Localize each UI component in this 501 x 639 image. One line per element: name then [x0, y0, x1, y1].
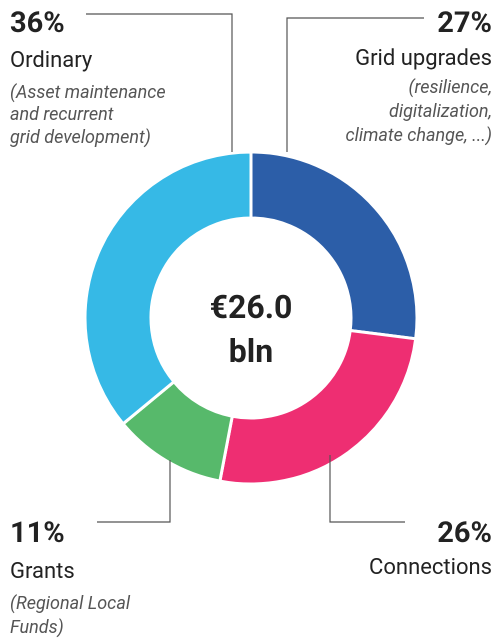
center-label: €26.0	[210, 288, 293, 326]
category-description: and recurrent	[10, 104, 114, 125]
category-description: (Regional Local	[10, 593, 131, 614]
category-label: Grid upgrades	[355, 46, 492, 71]
category-description: digitalization,	[389, 101, 492, 122]
category-description: (Asset maintenance	[10, 82, 166, 103]
leader-line	[286, 17, 424, 152]
value-label: 36%	[10, 6, 65, 40]
donut-segment	[249, 150, 419, 341]
center-label: bln	[229, 332, 273, 370]
value-label: 27%	[437, 6, 492, 40]
category-label: Grants	[10, 559, 75, 584]
category-description: climate change, ...)	[345, 125, 492, 146]
leader-line	[86, 13, 233, 152]
value-label: 26%	[437, 516, 492, 550]
category-description: grid development)	[10, 127, 151, 148]
leader-line	[97, 460, 171, 523]
donut-segment	[218, 328, 418, 486]
leader-line	[329, 455, 405, 523]
donut-segment	[83, 150, 253, 426]
category-label: Ordinary	[10, 48, 93, 73]
category-label: Connections	[369, 555, 492, 580]
category-description: Funds)	[10, 617, 64, 638]
value-label: 11%	[10, 516, 65, 550]
category-description: (resilience,	[409, 77, 492, 98]
